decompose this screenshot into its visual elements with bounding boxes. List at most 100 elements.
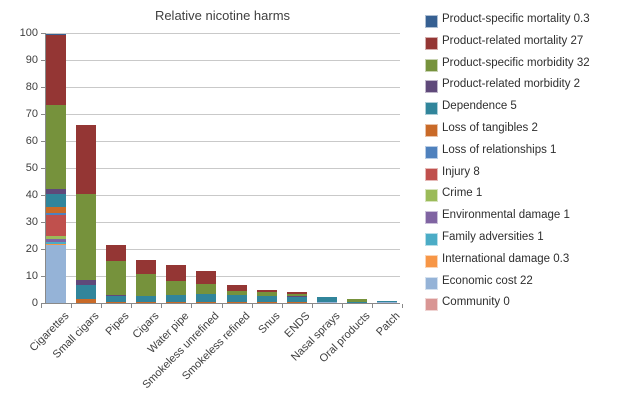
gridline — [45, 194, 400, 196]
bar-segment-product-specific-morbidity — [256, 292, 277, 297]
bar-segment-dependence — [376, 300, 397, 302]
x-axis-tick — [371, 304, 373, 308]
bar-segment-dependence — [316, 296, 337, 302]
bar-segment-dependence — [76, 284, 97, 299]
bar-segment-economic-cost — [376, 301, 397, 303]
bar-segment-product-specific-morbidity — [46, 105, 66, 190]
bar-segment-dependence — [136, 295, 157, 303]
y-axis-label: 90 — [25, 53, 38, 66]
bar-segment-dependence — [226, 295, 247, 303]
legend-item-product-specific-morbidity: Product-specific morbidity 32 — [410, 56, 628, 78]
bar-segment-product-specific-mortality — [46, 33, 66, 35]
x-axis-line — [41, 303, 400, 304]
legend-swatch-icon — [425, 189, 438, 203]
legend-swatch-icon — [425, 58, 438, 72]
x-axis-tick — [311, 304, 313, 308]
legend-label: Product-related mortality 27 — [442, 34, 584, 47]
legend-item-community: Community 0 — [410, 295, 628, 317]
legend-item-product-specific-mortality: Product-specific mortality 0.3 — [410, 12, 628, 34]
x-axis-tick — [221, 304, 223, 308]
x-axis-tick — [161, 304, 163, 308]
legend-label: International damage 0.3 — [442, 252, 570, 265]
gridline — [45, 248, 400, 250]
x-axis-tick — [281, 304, 283, 308]
bar-segment-product-specific-morbidity — [346, 299, 367, 302]
x-axis-tick — [131, 304, 133, 308]
bar-segment-loss-of-tangibles — [286, 302, 307, 304]
chart-title: Relative nicotine harms — [154, 8, 291, 23]
legend-swatch-icon — [425, 167, 438, 181]
gridline — [45, 167, 400, 169]
y-axis-tick — [41, 86, 45, 88]
legend-label: Crime 1 — [442, 187, 483, 200]
y-axis-label: 20 — [25, 242, 38, 255]
legend-item-environmental-damage: Environmental damage 1 — [410, 208, 628, 230]
bar-segment-dependence — [256, 296, 277, 303]
x-axis-tick — [191, 304, 193, 308]
bar-segment-product-related-mortality — [106, 244, 127, 262]
legend-swatch-icon — [425, 276, 438, 290]
y-axis-label: 10 — [25, 269, 38, 282]
bar-segment-environmental-damage — [46, 239, 66, 242]
bar-segment-product-related-mortality — [256, 289, 277, 293]
x-axis-tick — [341, 304, 343, 308]
bar-segment-dependence — [196, 294, 217, 302]
bar-segment-dependence — [166, 295, 187, 303]
y-axis-label: 40 — [25, 188, 38, 201]
bar-segment-loss-of-tangibles — [226, 302, 247, 303]
legend-item-crime: Crime 1 — [410, 186, 628, 208]
bar-segment-dependence — [346, 301, 367, 303]
legend-item-economic-cost: Economic cost 22 — [410, 274, 628, 296]
gridline — [45, 32, 400, 34]
legend-swatch-icon — [425, 254, 438, 268]
legend-label: Environmental damage 1 — [442, 209, 570, 222]
legend-swatch-icon — [425, 233, 438, 246]
legend-swatch-icon — [425, 36, 438, 50]
bar-segment-loss-of-tangibles — [76, 298, 97, 303]
legend-item-family-adversities: Family adversities 1 — [410, 230, 628, 252]
y-axis-tick — [41, 32, 45, 34]
bar-segment-loss-of-tangibles — [136, 302, 157, 303]
bar-segment-loss-of-tangibles — [106, 302, 127, 303]
bar-segment-loss-of-relationships — [46, 212, 66, 216]
legend-label: Economic cost 22 — [442, 274, 533, 287]
legend-swatch-icon — [425, 102, 438, 116]
bar-segment-product-specific-morbidity — [196, 283, 217, 295]
legend-swatch-icon — [425, 145, 438, 159]
legend-swatch-icon — [425, 211, 438, 225]
bar-segment-product-specific-morbidity — [136, 273, 157, 296]
y-axis-line — [45, 33, 46, 303]
y-axis-label: 0 — [31, 296, 38, 309]
bar-segment-product-related-mortality — [136, 259, 157, 274]
gridline — [45, 140, 400, 142]
bar-segment-dependence — [286, 297, 307, 303]
bar-segment-loss-of-tangibles — [256, 302, 277, 303]
bar-segment-loss-of-tangibles — [166, 302, 187, 303]
legend-label: Loss of tangibles 2 — [442, 122, 538, 134]
y-axis-label: 100 — [19, 26, 38, 39]
x-axis-tick — [251, 304, 253, 308]
gridline — [45, 59, 400, 61]
bar-segment-economic-cost — [46, 245, 66, 303]
gridline — [45, 86, 400, 88]
gridline — [45, 113, 400, 115]
legend-swatch-icon — [425, 124, 438, 137]
bar-segment-product-related-mortality — [166, 265, 187, 282]
legend-swatch-icon — [425, 15, 438, 28]
bar-segment-product-specific-morbidity — [106, 261, 127, 296]
legend-label: Dependence 5 — [442, 100, 517, 113]
bar-segment-product-related-morbidity — [286, 295, 307, 298]
legend-item-product-related-mortality: Product-related mortality 27 — [410, 34, 628, 56]
x-axis-tick — [41, 304, 42, 308]
y-axis-tick — [41, 248, 45, 250]
bar-segment-dependence — [106, 295, 127, 303]
y-axis-label: 50 — [25, 161, 38, 174]
bar-segment-economic-cost — [316, 301, 337, 303]
bar-segment-dependence — [46, 194, 66, 208]
legend-label: Product-specific mortality 0.3 — [442, 13, 590, 25]
gridline — [45, 275, 400, 277]
legend-label: Injury 8 — [442, 165, 480, 178]
bar-segment-international-damage — [46, 244, 66, 246]
bar-segment-injury — [46, 215, 66, 237]
